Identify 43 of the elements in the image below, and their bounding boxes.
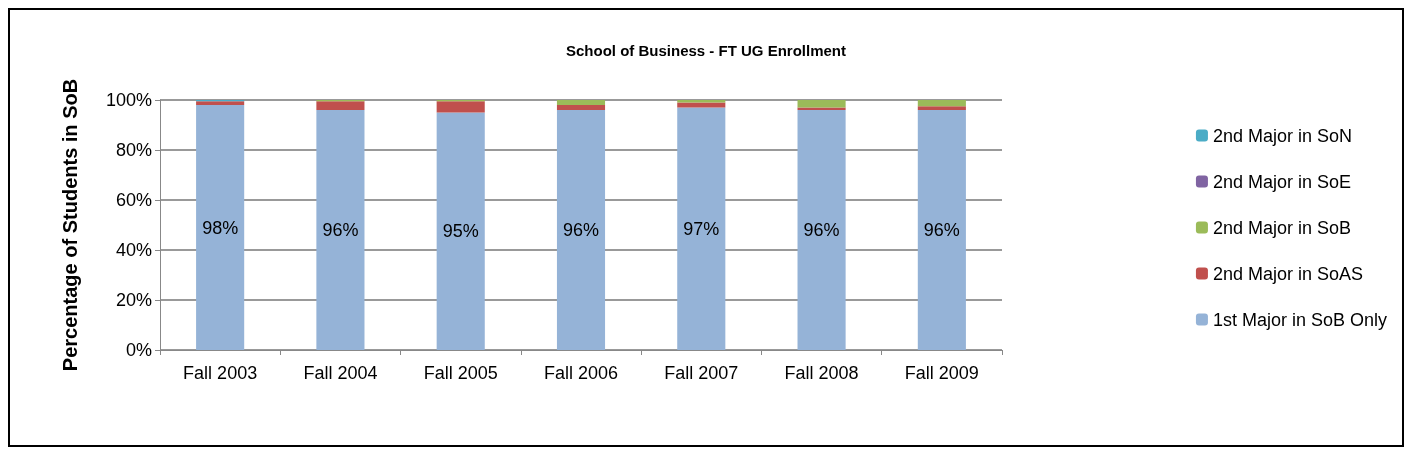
data-label: 98% <box>202 217 239 238</box>
bar <box>797 110 846 350</box>
y-tick-label: 80% <box>115 140 152 160</box>
bar <box>196 105 245 350</box>
x-tick-label: Fall 2009 <box>904 363 979 383</box>
legend-label: 1st Major in SoB Only <box>1212 309 1388 330</box>
bar <box>316 101 365 110</box>
legend-label: 2nd Major in SoAS <box>1212 263 1364 284</box>
bar <box>436 112 485 350</box>
x-tick-label: Fall 2006 <box>543 363 619 383</box>
data-label: 96% <box>923 220 960 240</box>
x-tick-label: Fall 2005 <box>423 363 498 383</box>
data-label: 95% <box>442 221 479 242</box>
bar <box>556 110 606 350</box>
x-tick-label: Fall 2004 <box>303 363 378 383</box>
bar <box>677 107 726 350</box>
legend-label: 2nd Major in SoE <box>1212 171 1352 192</box>
bar <box>797 100 846 108</box>
y-tick-label: 0% <box>125 340 152 360</box>
data-label: 96% <box>803 220 840 240</box>
data-label: 97% <box>683 218 720 239</box>
legend-label: 2nd Major in SoB <box>1212 217 1352 238</box>
bar <box>436 101 485 113</box>
bar <box>556 105 606 110</box>
legend-label: 2nd Major in SoN <box>1212 125 1353 146</box>
bar <box>917 100 966 107</box>
bar <box>677 100 726 103</box>
data-label: 96% <box>322 220 359 240</box>
bar <box>316 110 365 350</box>
y-tick-label: 60% <box>115 190 152 210</box>
data-label: 96% <box>562 220 600 240</box>
y-tick-label: 100% <box>105 90 152 110</box>
y-tick-label: 40% <box>115 240 152 260</box>
y-axis-title: Percentage of Students in SoB <box>59 78 81 372</box>
bar <box>677 102 726 108</box>
x-tick-label: Fall 2003 <box>183 363 258 383</box>
y-tick-label: 20% <box>115 290 152 310</box>
chart-title: School of Business - FT UG Enrollment <box>565 42 847 59</box>
bar <box>917 106 966 110</box>
bar <box>917 110 966 350</box>
bar <box>556 100 606 105</box>
x-tick-label: Fall 2008 <box>784 363 859 383</box>
x-tick-label: Fall 2007 <box>664 363 739 383</box>
